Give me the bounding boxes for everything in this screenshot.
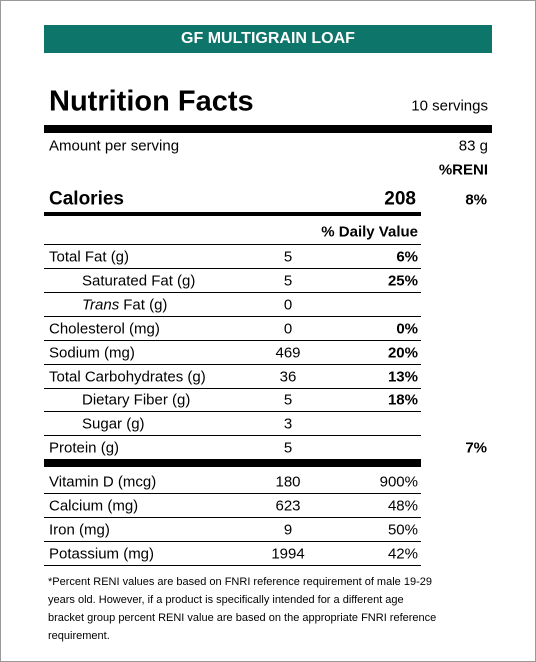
footnote-line: bracket group percent RENI value are bas… [48,612,437,624]
calories-value: 208 [384,188,416,210]
nutrient-name: Dietary Fiber (g) [82,391,191,409]
daily-value: 0% [396,320,418,338]
nutrient-name: Iron (mg) [49,521,110,539]
daily-value: 20% [387,344,418,362]
nutrient-name: Fat (g) [123,296,168,314]
daily-value: 6% [396,248,418,266]
title-banner [44,25,492,53]
calories-reni: 8% [465,191,487,209]
rule [44,363,421,365]
rule [44,315,421,317]
daily-value: 25% [387,272,418,290]
nutrition-facts-title: Nutrition Facts [49,85,254,118]
daily-value: 900% [379,473,418,491]
nutrient-name-italic: Trans [82,296,120,314]
amount: 36 [279,368,297,385]
daily-value: 50% [387,521,418,539]
daily-value: 48% [387,497,418,515]
rule [44,565,421,566]
nutrient-name: Protein (g) [49,439,120,457]
serving-label: Amount per serving [49,137,180,155]
nutrient-name: Total Carbohydrates (g) [49,368,206,385]
thick-rule [44,459,421,467]
product-title: GF MULTIGRAIN LOAF [181,30,355,47]
nutrient-name: Saturated Fat (g) [82,272,196,290]
serving-amount: 83 g [458,137,488,155]
reni-value: 7% [465,439,487,457]
rule [44,493,421,494]
rule [44,339,421,341]
amount: 5 [283,391,293,409]
nutrient-name: Cholesterol (mg) [49,320,160,338]
nutrient-name: Potassium (mg) [49,545,155,563]
rule [44,291,421,293]
rule [44,541,421,542]
calories-label: Calories [49,188,124,210]
amount: 5 [283,272,293,290]
daily-value: 42% [387,545,418,563]
nutrient-name: Vitamin D (mcg) [49,473,157,491]
rule [44,517,421,518]
amount: 180 [275,473,301,491]
amount: 0 [283,320,293,338]
daily-value: 13% [387,368,418,385]
rule [44,268,421,269]
amount: 5 [283,439,293,457]
nutrient-name: Sodium (mg) [49,344,135,362]
thick-rule [44,212,421,216]
rule [44,387,421,389]
rule [44,435,421,437]
amount: 1994 [271,545,305,563]
footnote-line: years old. However, if a product is spec… [48,594,404,606]
thick-rule [44,125,492,133]
rule [44,244,421,245]
rule [44,411,421,413]
amount: 469 [275,344,301,362]
footnote: *Percent RENI values are based on FNRI r… [48,573,436,645]
amount: 5 [283,248,293,266]
nutrient-name: Sugar (g) [82,415,145,433]
nutrient-name: Total Fat (g) [49,248,130,266]
amount: 623 [275,497,301,515]
amount: 9 [283,521,293,539]
reni-header: %RENI [438,161,488,179]
footnote-line: requirement. [48,630,110,642]
footnote-line: *Percent RENI values are based on FNRI r… [48,576,432,588]
amount: 0 [283,296,293,314]
servings: 10 servings [411,97,488,115]
dv-header: % Daily Value [321,223,418,241]
nutrient-name: Calcium (mg) [49,497,139,515]
daily-value: 18% [387,391,418,409]
amount: 3 [283,415,293,433]
